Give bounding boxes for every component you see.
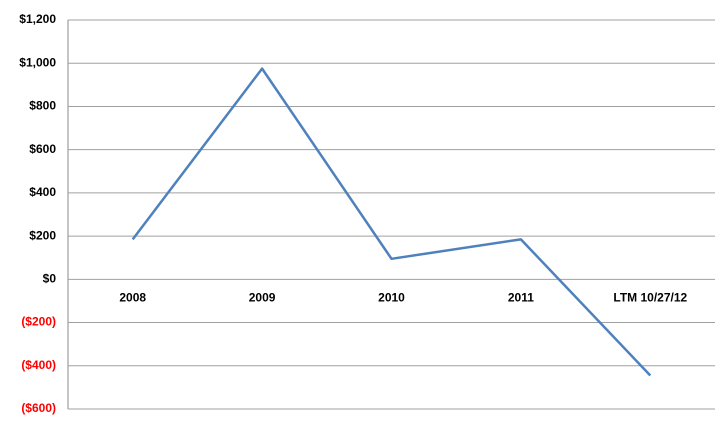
x-tick-label: 2010 xyxy=(378,291,405,305)
y-tick-label: $200 xyxy=(29,228,56,242)
y-tick-label: $800 xyxy=(29,99,56,113)
y-tick-label: $400 xyxy=(29,185,56,199)
x-tick-label: 2011 xyxy=(508,291,534,305)
x-tick-label: LTM 10/27/12 xyxy=(613,291,687,305)
y-tick-label: ($400) xyxy=(21,358,56,372)
x-tick-label: 2008 xyxy=(119,291,146,305)
data-line xyxy=(131,67,652,377)
y-tick-label: $0 xyxy=(43,272,57,286)
x-tick-label: 2009 xyxy=(249,291,276,305)
y-tick-label: $1,200 xyxy=(19,12,56,26)
y-tick-label: ($200) xyxy=(21,315,56,329)
y-tick-label: ($600) xyxy=(21,401,56,415)
y-tick-label: $600 xyxy=(29,142,56,156)
y-tick-label: $1,000 xyxy=(19,55,56,69)
